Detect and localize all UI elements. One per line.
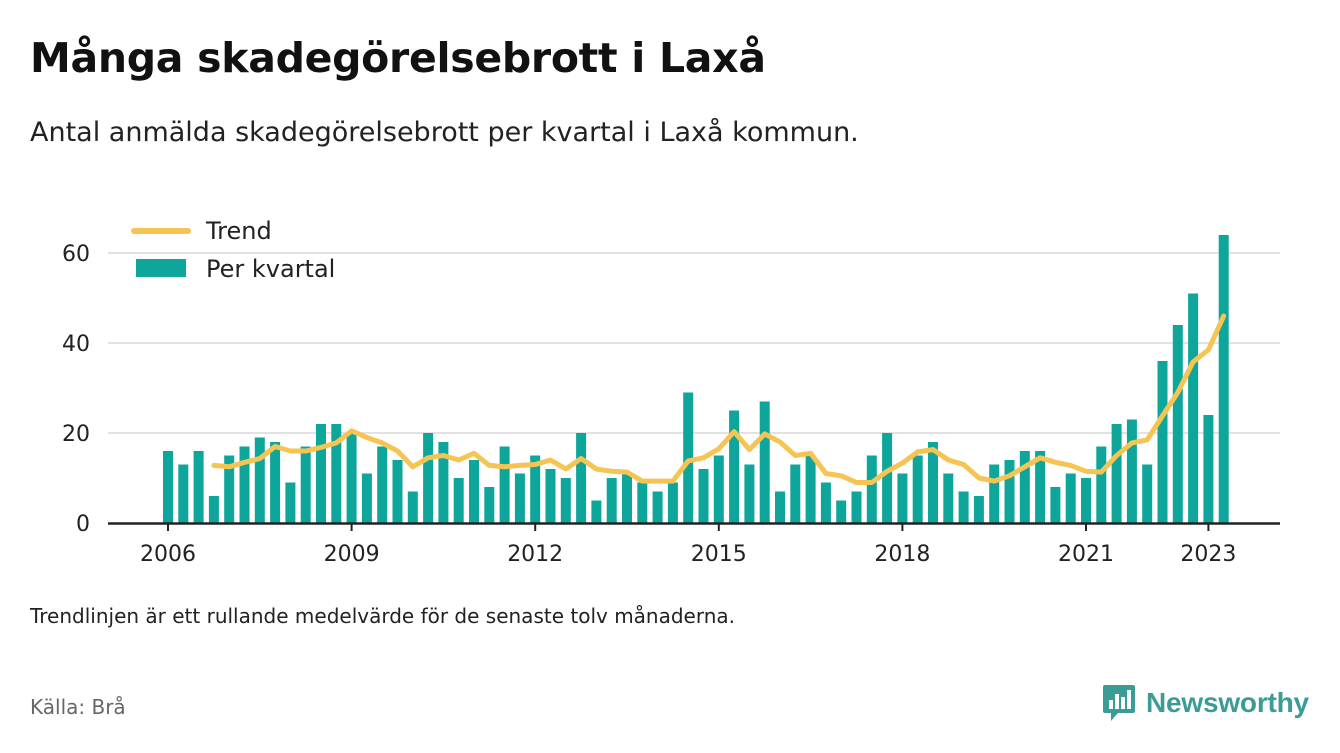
legend: Trend Per kvartal [131, 217, 335, 283]
y-axis-ticks: 0 20 40 60 [62, 242, 90, 537]
bar [820, 482, 831, 523]
bar [1142, 464, 1153, 523]
bar [499, 446, 510, 523]
bar [178, 464, 189, 523]
bar [989, 464, 1000, 523]
bar [239, 446, 250, 523]
bar [606, 478, 617, 523]
bar [1157, 361, 1168, 523]
bar [208, 496, 219, 523]
legend-trend-label: Trend [205, 217, 272, 245]
bar [1019, 451, 1030, 523]
bar [882, 433, 893, 523]
bar [713, 455, 724, 523]
legend-bar-label: Per kvartal [206, 255, 335, 283]
bar [1203, 415, 1214, 523]
bar [1035, 451, 1046, 523]
legend-bar-swatch [136, 259, 186, 277]
bar [300, 446, 311, 523]
bar [346, 433, 357, 523]
bar [377, 446, 388, 523]
x-tick-label: 2018 [874, 542, 930, 567]
bar [744, 464, 755, 523]
bar [331, 424, 342, 523]
bar [912, 455, 923, 523]
bar [545, 469, 556, 523]
bar [652, 491, 663, 523]
y-tick-label: 0 [76, 512, 90, 537]
bar [193, 451, 204, 523]
x-tick-label: 2015 [691, 542, 747, 567]
newsworthy-logo: Newsworthy [1102, 682, 1309, 724]
bar [361, 473, 372, 523]
bar [1188, 293, 1199, 523]
bar [1172, 325, 1183, 523]
trend-series [211, 313, 1227, 485]
gridlines [108, 252, 1280, 434]
bar [928, 442, 938, 523]
bar [560, 478, 571, 523]
bar-series [163, 235, 1229, 523]
bar [698, 469, 709, 523]
bar [270, 442, 281, 523]
y-tick-label: 60 [62, 242, 90, 267]
bar [790, 464, 801, 523]
y-tick-label: 40 [62, 332, 90, 357]
bar [530, 455, 541, 523]
bar [254, 437, 265, 523]
bar [438, 442, 449, 523]
bar [973, 496, 984, 523]
bar [759, 401, 770, 523]
x-tick-label: 2012 [507, 542, 563, 567]
x-tick-label: 2023 [1180, 542, 1236, 567]
bar [453, 478, 464, 523]
bar [683, 392, 694, 523]
bar [1081, 478, 1091, 523]
bar [591, 500, 602, 523]
bar [514, 473, 525, 523]
quarterly-vandalism-chart: 0 20 40 60 2006 2009 2012 2015 2018 2021 2023 Tre… [62, 217, 1280, 567]
bar [775, 491, 785, 523]
bar [316, 424, 326, 523]
bar [469, 460, 479, 523]
bar [285, 482, 296, 523]
bar [958, 491, 969, 523]
bar [1065, 473, 1076, 523]
bar [224, 455, 235, 523]
bar [1096, 446, 1107, 523]
bar [897, 473, 908, 523]
bar [423, 433, 434, 523]
bar [943, 473, 954, 523]
trend-line [211, 313, 1227, 485]
bar [667, 482, 678, 523]
bar [1111, 424, 1122, 523]
bar [805, 455, 816, 523]
bar [1218, 235, 1229, 523]
bar [622, 473, 632, 523]
chart-subtitle: Antal anmälda skadegörelsebrott per kvar… [30, 117, 859, 148]
bar [576, 433, 587, 523]
bar [392, 460, 403, 523]
bar [836, 500, 847, 523]
x-axis-ticks: 2006 2009 2012 2015 2018 2021 2023 [140, 523, 1236, 567]
bar [637, 482, 648, 523]
bar-chart-speech-bubble-icon [1103, 685, 1135, 721]
brand-name: Newsworthy [1146, 687, 1309, 718]
bar [1126, 419, 1137, 523]
bar [1004, 460, 1015, 523]
y-tick-label: 20 [62, 422, 90, 447]
bar [484, 487, 495, 523]
bar [866, 455, 877, 523]
x-tick-label: 2006 [140, 542, 196, 567]
bar [407, 491, 418, 523]
footnote: Trendlinjen är ett rullande medelvärde f… [30, 604, 736, 628]
bar [729, 410, 740, 523]
x-tick-label: 2009 [324, 542, 380, 567]
x-tick-label: 2021 [1058, 542, 1114, 567]
bar [851, 491, 862, 523]
bar [163, 451, 173, 523]
bar [1050, 487, 1061, 523]
chart-title: Många skadegörelsebrott i Laxå [30, 34, 766, 82]
source-label: Källa: Brå [30, 695, 126, 719]
